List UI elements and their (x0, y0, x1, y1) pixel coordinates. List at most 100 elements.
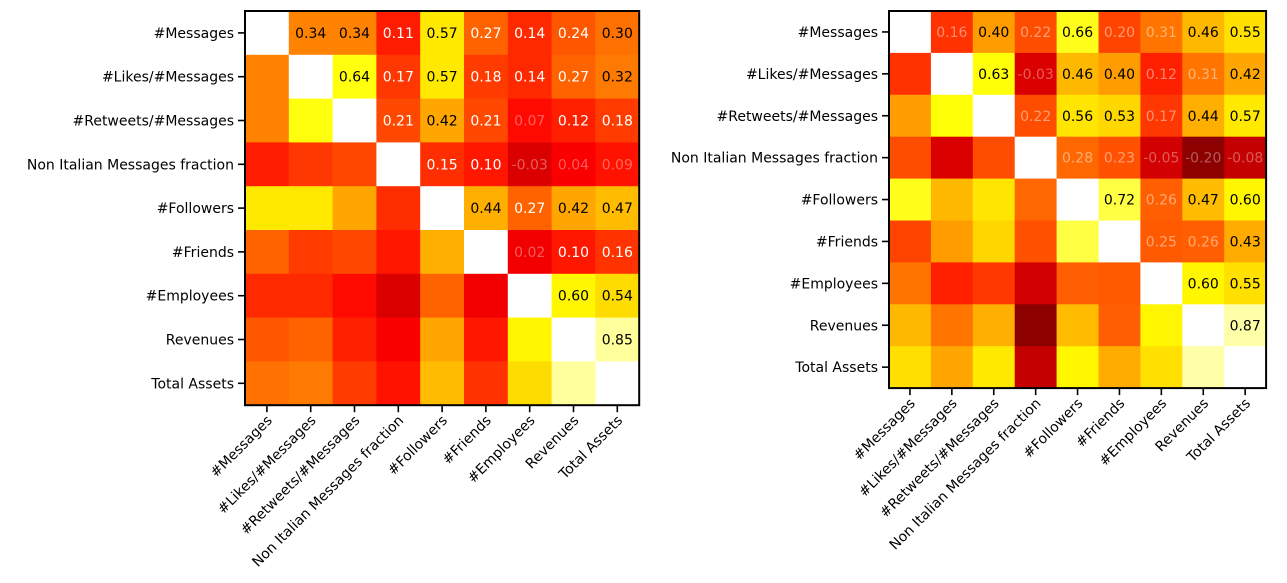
y-tick-label: #Messages (154, 26, 234, 42)
heatmap-cell (376, 361, 421, 406)
heatmap-cell (1140, 346, 1183, 389)
heatmap-cell (595, 54, 640, 100)
y-tick-label: #Likes/#Messages (102, 70, 234, 86)
heatmap-cell (972, 346, 1016, 389)
y-tick-label: Total Assets (150, 376, 234, 392)
y-tick-label: #Friends (172, 245, 234, 261)
cell-value-label: 0.07 (514, 114, 545, 130)
cell-value-label: 0.57 (427, 26, 458, 42)
heatmap-cell (376, 98, 421, 143)
heatmap-cell (930, 304, 974, 347)
cell-value-label: 0.27 (470, 26, 501, 42)
heatmap-cell (1224, 52, 1267, 96)
y-tick-label: #Retweets/#Messages (717, 109, 879, 125)
heatmap-cell (332, 11, 377, 56)
heatmap-cell (930, 94, 974, 138)
cell-value-label: 0.60 (558, 289, 589, 305)
cell-value-label: 0.64 (339, 70, 370, 86)
heatmap-cell (464, 98, 509, 143)
y-tick-label: Non Italian Messages fraction (27, 157, 234, 173)
cell-value-label: 0.18 (602, 114, 633, 130)
cell-value-label: 0.21 (383, 114, 414, 130)
heatmap-cell (1056, 136, 1099, 180)
heatmap-cell (1224, 11, 1267, 54)
heatmap-cell (507, 54, 553, 100)
heatmap-cell (595, 186, 640, 231)
heatmap-cell (1014, 178, 1058, 221)
heatmap-cell (332, 273, 377, 319)
heatmap-cell (376, 317, 421, 362)
heatmap-cell (376, 273, 421, 319)
cell-value-label: 0.25 (1146, 234, 1177, 250)
cell-value-label: 0.22 (1020, 25, 1051, 41)
heatmap-cell (1014, 346, 1058, 389)
heatmap-cell (1098, 52, 1141, 96)
cell-value-label: 0.11 (383, 26, 414, 42)
cell-value-label: 0.53 (1104, 109, 1135, 125)
cell-value-label: 0.43 (1230, 234, 1261, 250)
heatmap-cell (245, 361, 290, 406)
heatmap-cell (1224, 220, 1267, 263)
heatmap-cell (464, 273, 509, 319)
heatmap-cell (420, 317, 465, 362)
heatmap-cell (972, 304, 1016, 347)
cell-value-label: 0.46 (1188, 25, 1219, 41)
cell-value-label: 0.32 (602, 70, 633, 86)
heatmap-cell (245, 98, 290, 143)
heatmap-cell (288, 317, 334, 362)
heatmap-cell (332, 54, 377, 100)
cell-value-label: 0.12 (558, 114, 589, 130)
heatmap-cell (595, 317, 640, 362)
heatmap-cell-blank (595, 361, 640, 406)
heatmap-left: 0.34 0.34 0.11 0.57 0.27 0.14 0.24 0.30 0.64 0.17… (27, 10, 641, 570)
cell-value-label: -0.03 (1018, 67, 1054, 83)
cell-value-label: 0.27 (514, 201, 545, 217)
y-tick-label: #Friends (816, 234, 878, 250)
heatmap-cell (972, 178, 1016, 221)
cell-value-label: 0.34 (339, 26, 370, 42)
cell-value-label: 0.09 (602, 157, 633, 173)
cell-value-label: -0.03 (512, 157, 548, 173)
cell-value-label: 0.40 (978, 25, 1009, 41)
heatmap-cell (1182, 262, 1225, 305)
heatmap-cell (376, 54, 421, 100)
heatmap-cell-blank (972, 94, 1016, 138)
cell-value-label: 0.14 (514, 70, 545, 86)
heatmap-cell-blank (376, 142, 421, 187)
heatmap-cell (332, 317, 377, 362)
heatmap-cell-blank (464, 230, 509, 275)
heatmap-cell (1182, 220, 1225, 263)
cell-value-label: 0.12 (1146, 67, 1177, 83)
heatmap-cell (288, 230, 334, 275)
heatmap-cell (889, 346, 932, 389)
heatmap-cell (245, 273, 290, 319)
cell-value-label: 0.10 (558, 245, 589, 261)
cell-value-label: 0.02 (514, 245, 545, 261)
heatmap-cell (1098, 262, 1141, 305)
cell-value-label: 0.42 (1230, 67, 1261, 83)
heatmap-cell (595, 230, 640, 275)
y-tick-label: #Followers (801, 193, 878, 209)
heatmap-cell (420, 230, 465, 275)
heatmap-cell (930, 178, 974, 221)
heatmap-cell (930, 136, 974, 180)
heatmap-cell-blank (1182, 304, 1225, 347)
heatmap-cell (972, 52, 1016, 96)
cell-value-label: 0.60 (1230, 193, 1261, 209)
heatmap-cell-blank (1140, 262, 1183, 305)
y-tick-label: #Messages (798, 25, 878, 41)
y-tick-label: Revenues (166, 333, 234, 349)
heatmap-cell (420, 361, 465, 406)
cell-value-label: 0.34 (295, 26, 326, 42)
cell-value-label: 0.42 (558, 201, 589, 217)
cell-value-label: 0.54 (602, 289, 633, 305)
y-tick-label: #Likes/#Messages (746, 67, 878, 83)
cell-value-label: 0.60 (1188, 276, 1219, 292)
heatmap-cell (332, 142, 377, 187)
heatmap-cell-blank (1224, 346, 1267, 389)
cell-value-label: 0.04 (558, 157, 589, 173)
cell-value-label: -0.20 (1185, 151, 1221, 167)
cell-value-label: 0.57 (427, 70, 458, 86)
heatmap-cell (507, 230, 553, 275)
